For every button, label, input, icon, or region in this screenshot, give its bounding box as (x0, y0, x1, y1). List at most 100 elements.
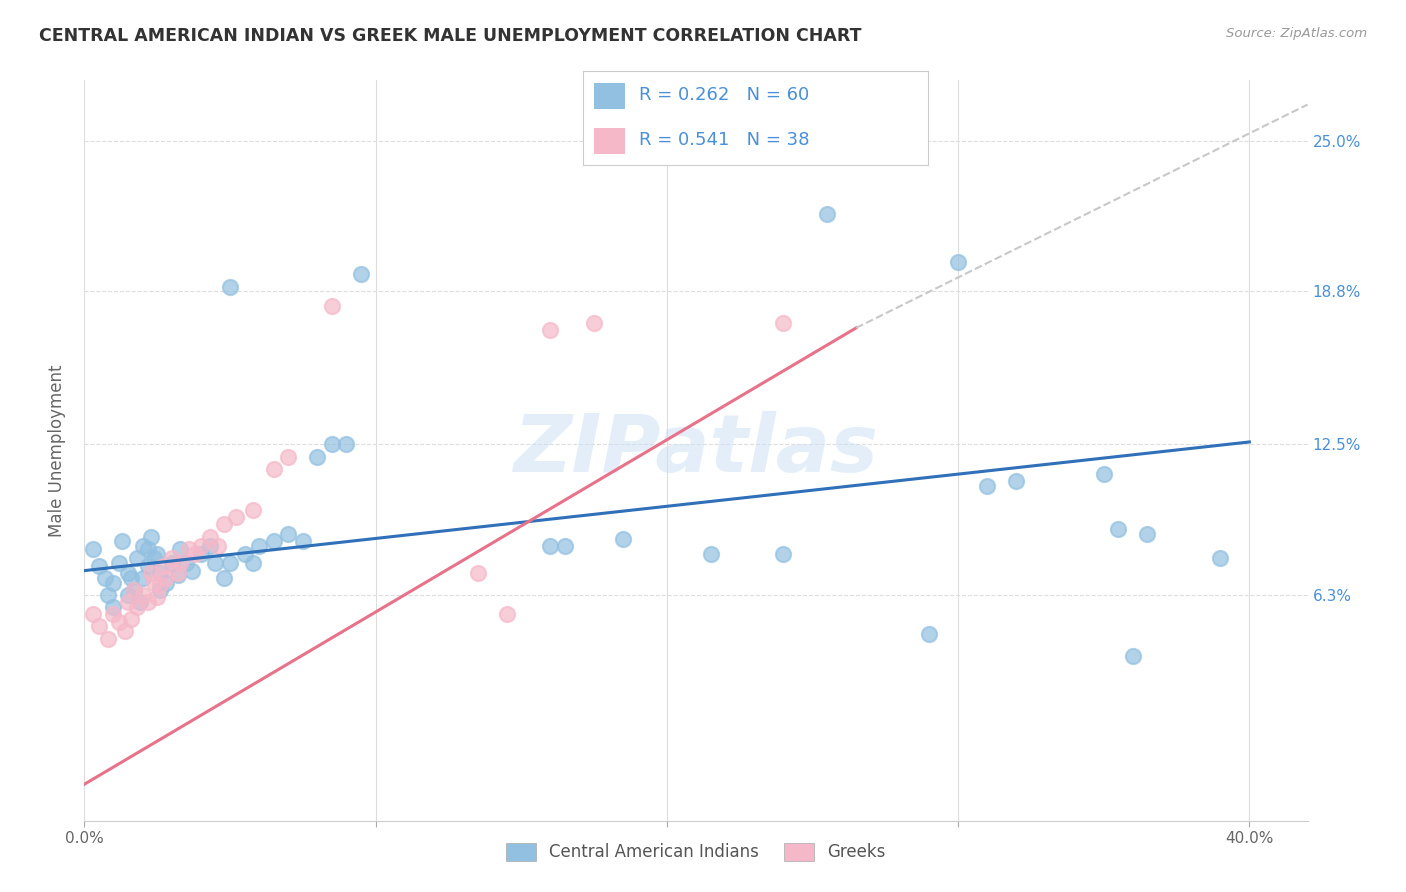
Point (772, 316, 794, 330)
Point (120, 571, 142, 585)
Point (918, 626, 941, 640)
Point (1107, 522, 1129, 536)
Point (131, 571, 153, 585)
Bar (593, 83, 624, 109)
Point (155, 571, 177, 585)
Point (263, 461, 285, 475)
Point (263, 534, 285, 549)
Point (350, 268, 373, 282)
Point (219, 557, 242, 571)
Point (212, 517, 235, 532)
Point (122, 582, 145, 597)
Point (277, 527, 299, 541)
Point (699, 547, 721, 561)
Point (1005, 474, 1028, 488)
Point (1092, 467, 1115, 481)
Point (1136, 527, 1159, 541)
Point (242, 557, 264, 571)
Point (103, 575, 125, 590)
Legend: Central American Indians, Greeks: Central American Indians, Greeks (499, 836, 893, 868)
Point (277, 450, 299, 464)
Point (307, 450, 329, 464)
Point (87, 558, 110, 573)
Point (138, 541, 160, 556)
Point (82, 541, 104, 556)
Point (538, 323, 561, 337)
Point (155, 575, 177, 590)
Point (117, 595, 139, 609)
Point (190, 547, 212, 561)
Point (169, 557, 191, 571)
Point (1209, 551, 1232, 566)
Point (160, 557, 183, 571)
Text: ZIPatlas: ZIPatlas (513, 411, 879, 490)
Point (146, 591, 169, 605)
Point (179, 541, 201, 556)
Point (117, 566, 139, 580)
Point (335, 437, 357, 451)
Point (128, 595, 150, 609)
Point (198, 530, 221, 544)
Text: Source: ZipAtlas.com: Source: ZipAtlas.com (1226, 27, 1367, 40)
Point (103, 600, 125, 615)
Point (125, 551, 148, 566)
Point (815, 207, 838, 221)
Point (117, 588, 139, 602)
Point (184, 547, 207, 561)
Point (772, 547, 794, 561)
Point (141, 530, 163, 544)
Point (152, 558, 174, 573)
Point (233, 547, 256, 561)
Point (166, 566, 188, 580)
Point (538, 539, 561, 553)
Point (149, 578, 172, 592)
Point (111, 534, 134, 549)
Point (138, 595, 160, 609)
Point (82, 607, 104, 622)
Text: CENTRAL AMERICAN INDIAN VS GREEK MALE UNEMPLOYMENT CORRELATION CHART: CENTRAL AMERICAN INDIAN VS GREEK MALE UN… (39, 27, 862, 45)
Point (149, 566, 172, 580)
Point (321, 299, 343, 313)
Point (97, 588, 120, 602)
Point (122, 582, 145, 597)
Point (181, 564, 204, 578)
Point (242, 503, 264, 517)
Point (212, 571, 235, 585)
Y-axis label: Male Unemployment: Male Unemployment (48, 364, 66, 537)
Point (141, 566, 163, 580)
Point (169, 541, 191, 556)
Point (946, 255, 969, 269)
Point (114, 624, 136, 639)
Text: R = 0.262   N = 60: R = 0.262 N = 60 (638, 86, 808, 103)
Point (247, 539, 270, 553)
Point (198, 539, 221, 553)
Point (612, 532, 634, 546)
Point (146, 547, 169, 561)
Point (108, 615, 131, 629)
Point (554, 539, 576, 553)
Point (190, 539, 212, 553)
Point (976, 478, 998, 492)
Point (87, 619, 110, 633)
Point (93, 571, 115, 585)
Point (1122, 648, 1144, 663)
Point (108, 557, 131, 571)
Point (291, 534, 314, 549)
Point (219, 279, 242, 293)
Point (166, 568, 188, 582)
Point (97, 632, 120, 646)
Point (204, 557, 226, 571)
Point (149, 582, 172, 597)
Point (138, 558, 160, 573)
Point (583, 316, 606, 330)
Point (174, 557, 197, 571)
Bar (593, 128, 624, 153)
Point (321, 437, 343, 451)
Point (207, 539, 229, 553)
Point (160, 551, 183, 566)
Point (225, 510, 247, 524)
Text: R = 0.541   N = 38: R = 0.541 N = 38 (638, 131, 808, 149)
Point (125, 600, 148, 615)
Point (131, 539, 153, 553)
Point (120, 612, 142, 626)
